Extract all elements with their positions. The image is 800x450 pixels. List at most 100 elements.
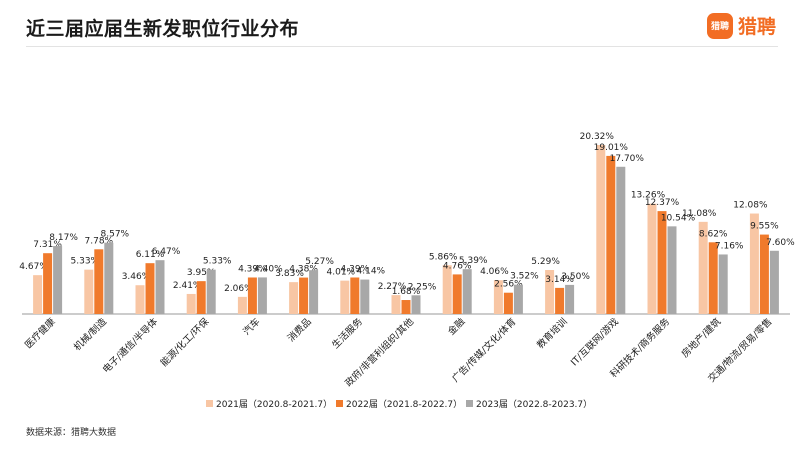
bar-1-10: [493, 280, 503, 314]
bar-1-15: [749, 213, 759, 314]
data-label: 4.39%: [238, 264, 267, 274]
data-label: 4.14%: [357, 267, 386, 277]
category-label: 房地产/建筑: [679, 315, 724, 360]
data-label: 5.33%: [203, 257, 232, 267]
bar-3-3: [155, 260, 165, 314]
data-label: 3.14%: [545, 275, 574, 285]
data-label: 5.39%: [459, 256, 488, 266]
bar-1-8: [391, 295, 401, 314]
data-label: 20.32%: [580, 132, 615, 142]
bar-1-13: [647, 203, 657, 314]
data-label: 8.57%: [101, 230, 130, 240]
data-label: 5.27%: [305, 257, 334, 267]
data-label: 12.08%: [733, 201, 768, 211]
data-source-note: 数据来源：猎聘大数据: [26, 428, 117, 438]
bar-3-13: [667, 226, 677, 314]
data-label: 13.26%: [631, 191, 666, 201]
data-label: 4.38%: [289, 265, 318, 275]
category-label: 消费品: [285, 316, 314, 345]
category-label: 医疗健康: [22, 315, 58, 351]
bar-3-15: [769, 250, 779, 314]
bar-1-7: [340, 280, 350, 314]
bar-1-11: [545, 270, 555, 314]
bar-3-8: [411, 295, 421, 314]
data-label: 4.06%: [480, 267, 509, 277]
bar-2-3: [145, 263, 155, 314]
data-label: 4.76%: [443, 261, 472, 271]
data-label: 6.11%: [136, 250, 165, 260]
bar-3-1: [53, 246, 63, 314]
bar-2-15: [759, 234, 769, 314]
data-label: 3.46%: [122, 272, 151, 282]
logo-badge-icon: 猎聘: [706, 12, 733, 39]
data-label: 8.17%: [49, 233, 78, 243]
data-label: 2.25%: [408, 282, 437, 292]
data-label: 2.56%: [494, 280, 523, 290]
data-label: 3.52%: [510, 272, 539, 282]
data-label: 19.01%: [594, 143, 629, 153]
bar-1-14: [698, 221, 708, 314]
bar-3-10: [513, 284, 523, 314]
data-label: 5.86%: [429, 252, 458, 262]
category-label: IT/互联网/游戏: [568, 315, 621, 368]
data-label: 17.70%: [610, 154, 645, 164]
data-label: 8.62%: [699, 229, 728, 239]
bar-3-6: [309, 270, 319, 314]
category-label: 能源/化工/环保: [158, 315, 212, 369]
bar-3-2: [104, 242, 114, 314]
bar-2-11: [555, 287, 565, 314]
data-label: 10.54%: [661, 213, 696, 223]
data-label: 2.27%: [378, 282, 407, 292]
bar-2-4: [196, 281, 206, 314]
data-label: 3.83%: [275, 269, 304, 279]
bar-2-7: [350, 277, 360, 314]
data-label: 4.67%: [19, 262, 48, 272]
bar-1-9: [442, 265, 452, 314]
legend-swatch-1: [206, 400, 213, 407]
legend-swatch-2: [336, 400, 343, 407]
data-label: 2.06%: [224, 284, 253, 294]
bar-1-5: [237, 296, 247, 314]
category-label: 机械/制造: [71, 315, 109, 353]
bar-2-1: [43, 253, 53, 314]
legend-swatch-3: [466, 400, 473, 407]
data-label: 6.47%: [152, 247, 181, 257]
data-label: 2.41%: [173, 281, 202, 291]
data-label: 1.68%: [392, 287, 421, 297]
data-label: 4.01%: [327, 268, 356, 278]
data-label: 5.29%: [531, 257, 560, 267]
bar-3-5: [257, 277, 267, 314]
data-label: 7.31%: [33, 240, 62, 250]
bar-1-6: [289, 282, 299, 314]
category-label: 金融: [445, 315, 467, 337]
bar-2-12: [606, 155, 616, 314]
data-label: 7.78%: [85, 236, 114, 246]
bar-1-2: [84, 269, 94, 314]
bar-2-6: [299, 277, 309, 314]
category-label: 电子/通信/半导体: [100, 315, 160, 375]
data-label: 7.16%: [715, 241, 744, 251]
logo-text: 猎聘: [737, 16, 776, 38]
category-label: 教育培训: [534, 316, 569, 351]
bar-2-9: [452, 274, 462, 314]
bar-3-7: [360, 279, 370, 314]
bar-1-12: [596, 145, 606, 314]
bar-2-10: [503, 292, 513, 314]
category-label: 生活服务: [330, 315, 366, 351]
data-label: 4.39%: [341, 264, 370, 274]
data-label: 3.95%: [187, 268, 216, 278]
legend-label: 2023届（2022.8-2023.7）: [476, 399, 592, 410]
bar-1-1: [33, 275, 43, 314]
bar-3-11: [565, 284, 575, 314]
legend-label: 2022届（2021.8-2022.7）: [346, 399, 462, 410]
bar-2-14: [708, 242, 718, 314]
bar-3-4: [206, 269, 216, 314]
data-label: 3.50%: [561, 272, 590, 282]
bar-1-3: [135, 285, 145, 314]
title-divider: [26, 46, 778, 47]
bar-1-4: [186, 293, 196, 314]
bar-3-12: [616, 166, 626, 314]
bar-2-2: [94, 249, 104, 314]
data-label: 11.08%: [682, 209, 717, 219]
bar-3-14: [718, 254, 728, 314]
